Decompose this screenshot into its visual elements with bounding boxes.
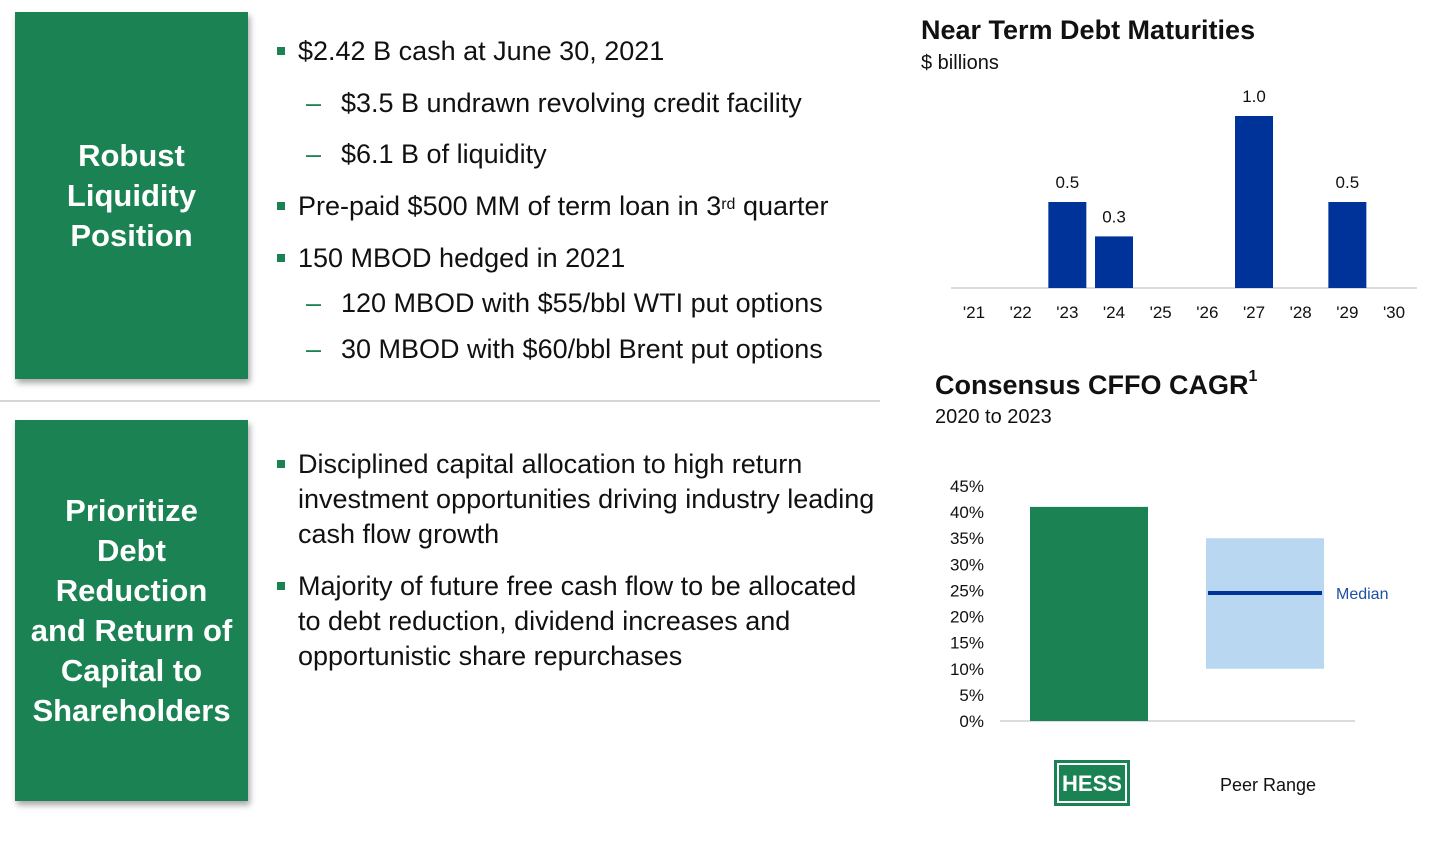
debt-maturity-bar	[1095, 236, 1134, 288]
hess-logo	[1054, 760, 1130, 806]
sub-bullet-text: 120 MBOD with $55/bbl WTI put options	[341, 288, 823, 318]
robust-liquidity-position-box: Robust Liquidity Position	[15, 12, 248, 379]
debt-maturity-year-label: '27	[1243, 303, 1265, 322]
peer-range-category-label: Peer Range	[1220, 775, 1316, 795]
debt-maturity-year-label: '28	[1290, 303, 1312, 322]
debt-maturity-year-label: '26	[1196, 303, 1218, 322]
prioritize-heading-line: Debt	[97, 532, 166, 568]
bullet-line: investment opportunities driving industr…	[298, 484, 875, 514]
cagr-y-tick-label: 40%	[950, 503, 984, 522]
debt-maturity-bar	[1235, 116, 1274, 288]
debt-maturities-chart-title: Near Term Debt Maturities	[921, 15, 1256, 45]
peer-range-box	[1206, 538, 1324, 669]
bullet-text: $2.42 B cash at June 30, 2021	[298, 36, 665, 66]
debt-maturity-year-label: '30	[1383, 303, 1405, 322]
bullet-square-icon	[277, 47, 285, 55]
bullet-square-icon	[277, 582, 285, 590]
debt-maturity-bar	[1328, 202, 1367, 288]
dash-icon: –	[306, 288, 322, 318]
dash-icon: –	[306, 334, 322, 364]
debt-maturity-year-label: '22	[1010, 303, 1032, 322]
bullet-line: Disciplined capital allocation to high r…	[298, 449, 803, 479]
debt-maturity-bar	[1048, 202, 1087, 288]
sub-bullet-text: 30 MBOD with $60/bbl Brent put options	[341, 334, 823, 364]
prioritize-heading-line: Capital to	[60, 652, 203, 688]
cagr-y-tick-label: 5%	[959, 686, 984, 705]
debt-maturity-data-label: 0.5	[1056, 173, 1080, 192]
prioritize-heading-line: Shareholders	[32, 692, 231, 728]
cagr-y-tick-label: 20%	[950, 608, 984, 627]
bullet-square-icon	[277, 202, 285, 210]
debt-maturity-year-label: '21	[963, 303, 985, 322]
bullet-line: opportunistic share repurchases	[298, 641, 683, 671]
debt-maturity-data-label: 0.5	[1336, 173, 1360, 192]
bullet-square-icon	[277, 460, 285, 468]
cffo-cagr-chart-subtitle: 2020 to 2023	[935, 406, 1052, 428]
cagr-y-tick-label: 35%	[950, 529, 984, 548]
dash-icon: –	[306, 88, 322, 118]
cffo-cagr-chart-title: Consensus CFFO CAGR1	[935, 368, 1258, 400]
robust-liquidity-heading-line: Liquidity	[66, 177, 197, 213]
section-divider	[0, 400, 880, 402]
bullet-text: Pre-paid $500 MM of term loan in 3rd qua…	[298, 191, 829, 221]
debt-maturity-data-label: 0.3	[1102, 207, 1126, 226]
robust-liquidity-heading-line: Position	[70, 217, 193, 253]
debt-maturity-year-label: '24	[1103, 303, 1125, 322]
prioritize-heading-line: and Return of	[30, 612, 233, 648]
sub-bullet-text: $6.1 B of liquidity	[341, 139, 547, 169]
debt-maturity-year-label: '25	[1150, 303, 1172, 322]
prioritize-heading-line: Prioritize	[65, 492, 198, 528]
cagr-y-tick-label: 25%	[950, 581, 984, 600]
prioritize-debt-reduction-box: Prioritize Debt Reduction and Return of Capi…	[15, 420, 248, 801]
cagr-y-tick-label: 45%	[950, 477, 984, 496]
bullet-line: Majority of future free cash flow to be …	[298, 571, 857, 601]
bullet-square-icon	[277, 254, 285, 262]
bullet-line: to debt reduction, dividend increases an…	[298, 606, 791, 636]
hess-logo-text: HESS	[1062, 771, 1122, 796]
robust-liquidity-position-heading: Robust Liquidity Position	[15, 136, 248, 256]
cagr-y-tick-label: 10%	[950, 660, 984, 679]
sub-bullet-text: $3.5 B undrawn revolving credit facility	[341, 88, 802, 118]
peer-median-label: Median	[1336, 586, 1388, 603]
debt-maturity-year-label: '23	[1056, 303, 1078, 322]
bullet-line: cash flow growth	[298, 519, 500, 549]
bullet-text: 150 MBOD hedged in 2021	[298, 243, 626, 273]
hess-logo-border	[1057, 763, 1127, 803]
debt-maturity-year-label: '29	[1336, 303, 1358, 322]
cagr-y-tick-label: 0%	[959, 712, 984, 731]
prioritize-debt-reduction-heading: Prioritize Debt Reduction and Return of Capi…	[15, 491, 248, 731]
hess-cagr-bar	[1030, 506, 1148, 721]
debt-maturity-data-label: 1.0	[1242, 87, 1266, 106]
debt-maturities-chart-subtitle: $ billions	[921, 52, 999, 74]
cagr-y-tick-label: 15%	[950, 634, 984, 653]
dash-icon: –	[306, 139, 322, 169]
robust-liquidity-heading-line: Robust	[78, 137, 185, 173]
cagr-y-tick-label: 30%	[950, 555, 984, 574]
prioritize-heading-line: Reduction	[55, 572, 208, 608]
